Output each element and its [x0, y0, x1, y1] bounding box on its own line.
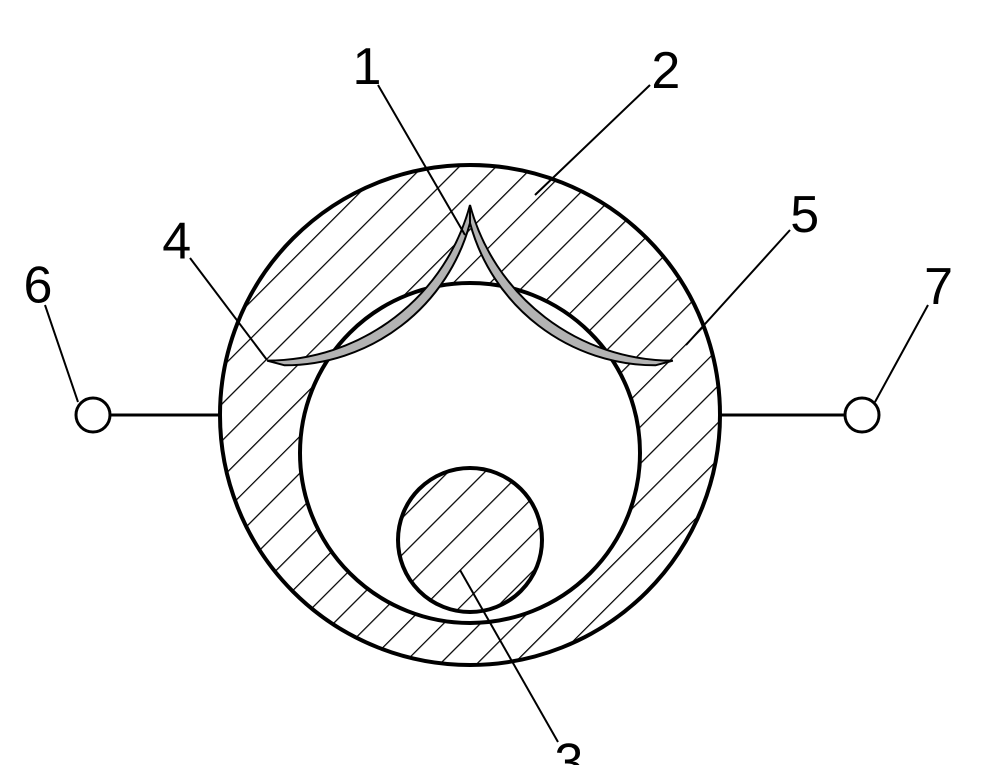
terminal-right	[845, 398, 879, 432]
leader-2	[535, 85, 650, 195]
label-7: 7	[924, 258, 953, 316]
terminal-left	[76, 398, 110, 432]
label-1: 1	[353, 38, 382, 96]
leader-5	[686, 230, 790, 345]
label-3: 3	[554, 733, 583, 765]
label-4: 4	[162, 213, 191, 271]
leader-7	[875, 305, 928, 402]
label-5: 5	[790, 186, 819, 244]
mass-circle	[398, 468, 542, 612]
label-2: 2	[651, 42, 680, 100]
label-6: 6	[23, 256, 52, 314]
leader-6	[45, 305, 78, 402]
